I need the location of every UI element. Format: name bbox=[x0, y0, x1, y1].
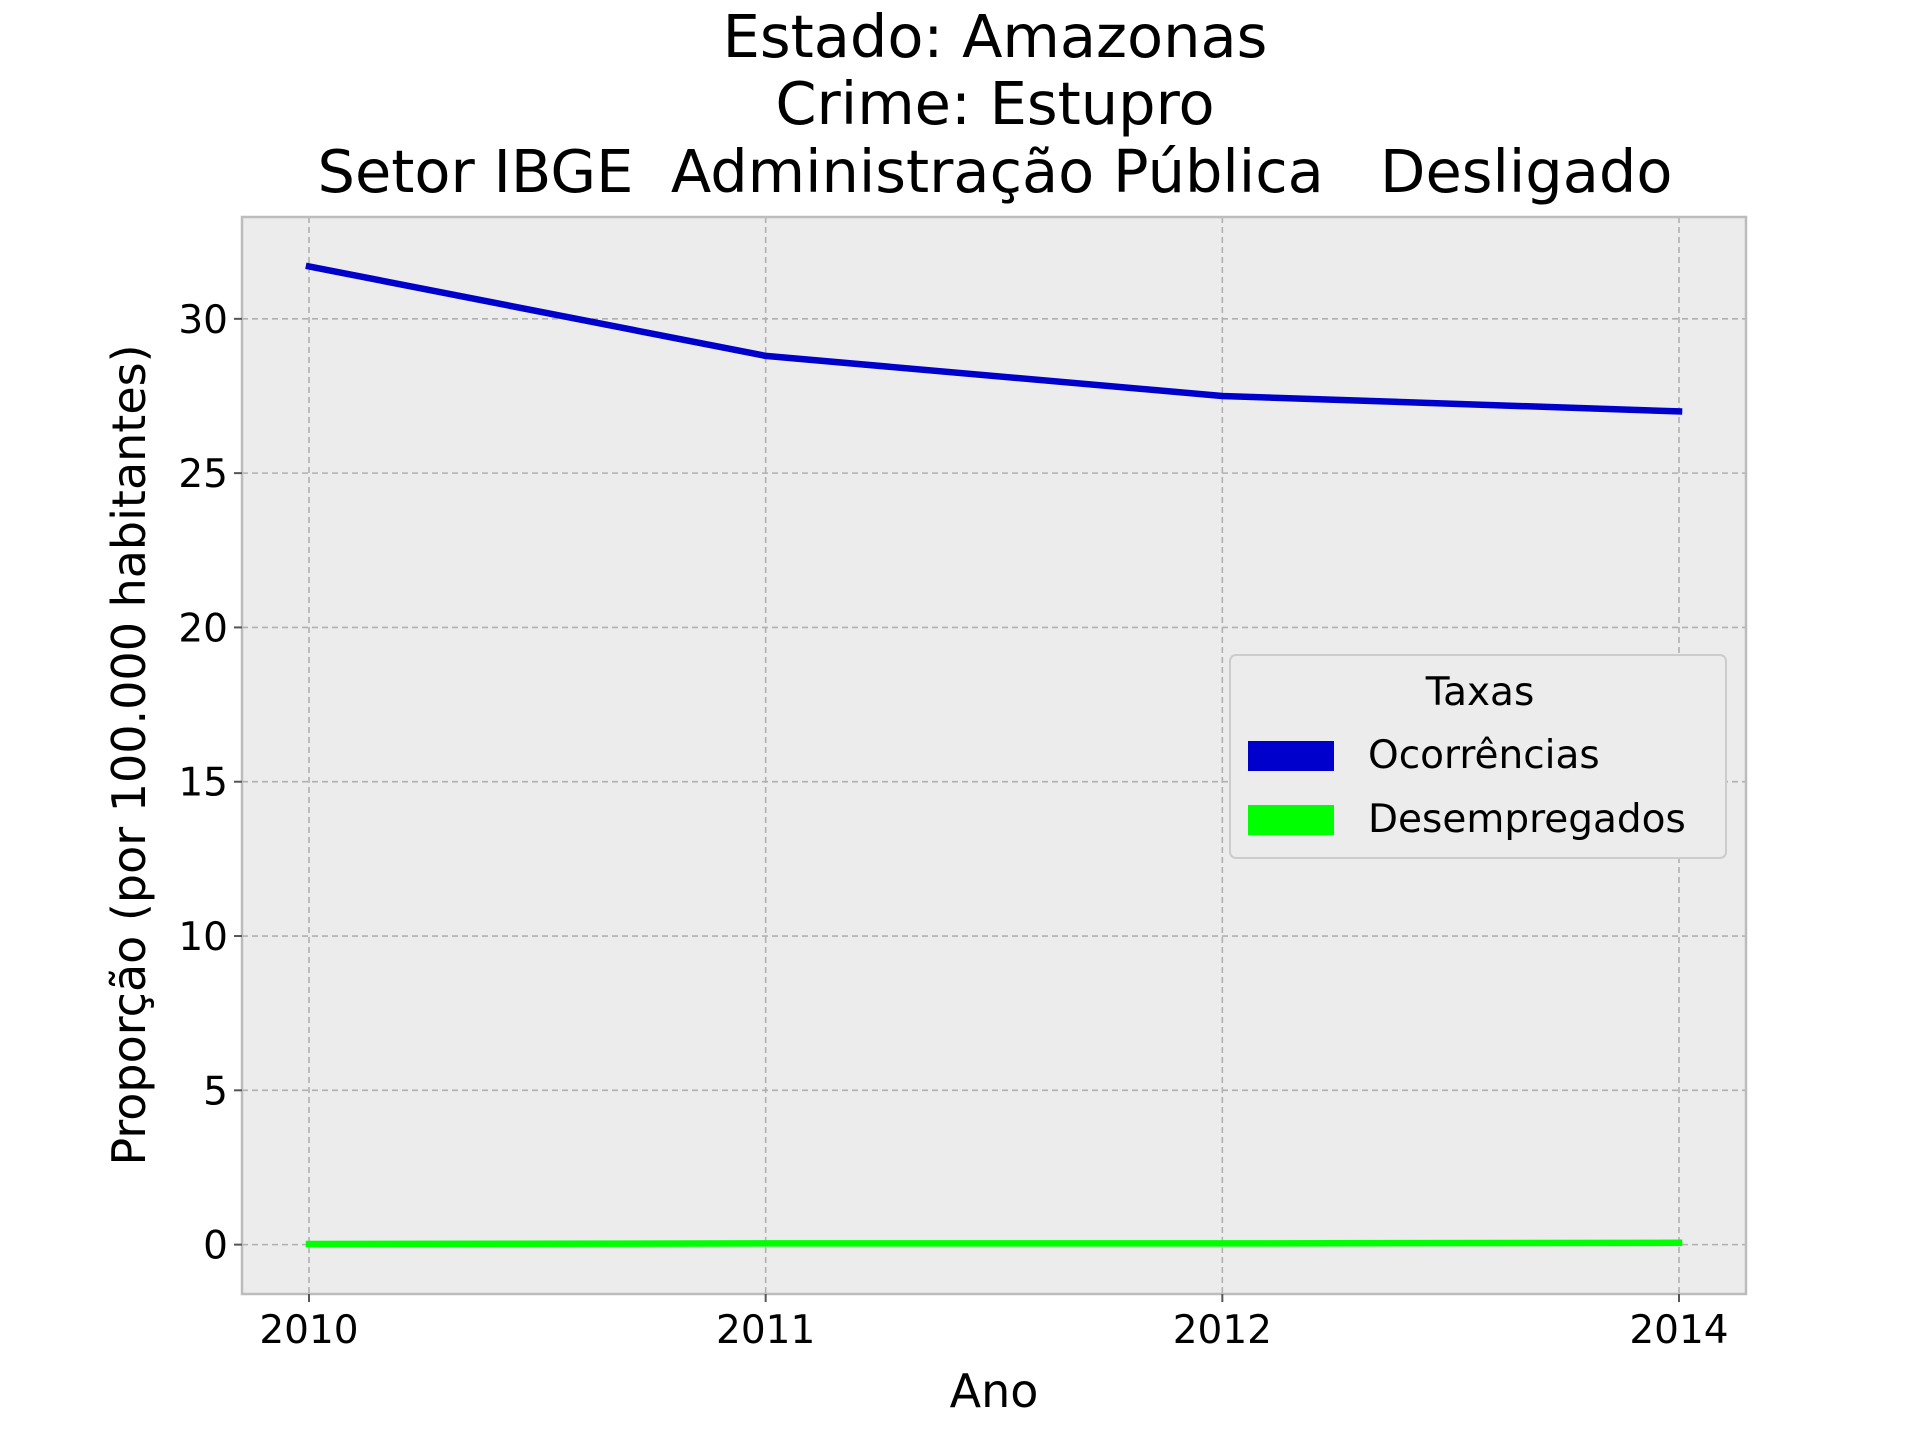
legend-box bbox=[1229, 654, 1727, 859]
x-tick-labels: 2010 2011 2012 2014 bbox=[259, 1294, 1729, 1353]
y-tick-label: 20 bbox=[178, 606, 228, 651]
y-tick-label: 30 bbox=[178, 298, 228, 343]
y-tick-label: 25 bbox=[178, 452, 228, 497]
legend: Taxas Ocorrências Desempregados bbox=[1229, 654, 1727, 859]
plot-frame bbox=[240, 215, 1748, 1296]
legend-label-ocorrencias: Ocorrências bbox=[1368, 733, 1600, 778]
x-tick-label: 2010 bbox=[259, 1308, 358, 1353]
x-tick-label: 2011 bbox=[716, 1308, 815, 1353]
series-lines bbox=[305, 262, 1683, 1248]
legend-title: Taxas bbox=[1425, 670, 1535, 715]
legend-swatch-ocorrencias bbox=[1248, 741, 1334, 771]
x-axis-label: Ano bbox=[950, 1364, 1039, 1418]
x-tick-label: 2014 bbox=[1629, 1308, 1728, 1353]
legend-label-desempregados: Desempregados bbox=[1368, 797, 1686, 842]
series-line-ocorrencias bbox=[305, 262, 1683, 415]
series-line-desempregados bbox=[305, 1239, 1683, 1248]
y-tick-labels: 0 5 10 15 20 25 30 bbox=[178, 298, 242, 1269]
y-axis-label: Proporção (por 100.000 habitantes) bbox=[102, 344, 156, 1165]
title-line-3: Setor IBGE Administração Pública Desliga… bbox=[318, 137, 1673, 206]
y-tick-label: 5 bbox=[203, 1069, 228, 1114]
y-tick-label: 15 bbox=[178, 761, 228, 806]
title-line-2: Crime: Estupro bbox=[775, 69, 1214, 138]
legend-swatch-desempregados bbox=[1248, 805, 1334, 835]
chart-title: Estado: Amazonas Crime: Estupro Setor IB… bbox=[318, 2, 1673, 206]
y-tick-label: 0 bbox=[203, 1224, 228, 1269]
x-tick-label: 2012 bbox=[1173, 1308, 1272, 1353]
y-tick-label: 10 bbox=[178, 915, 228, 960]
title-line-1: Estado: Amazonas bbox=[723, 2, 1268, 71]
